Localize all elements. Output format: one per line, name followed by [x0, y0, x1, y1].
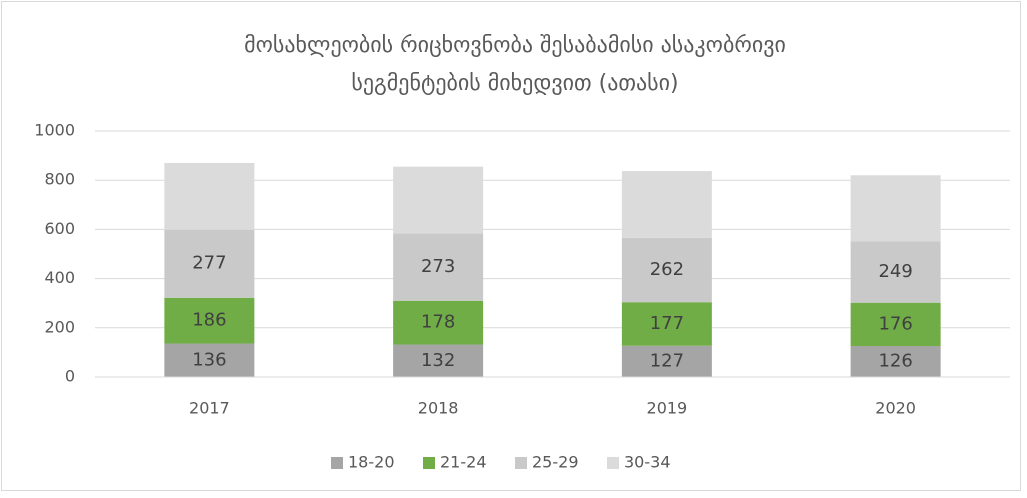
bar-segment	[621, 302, 712, 346]
bar-segment	[621, 345, 712, 377]
bar-segment	[393, 344, 484, 377]
data-label: 273	[421, 256, 455, 277]
legend-swatch	[331, 457, 343, 469]
bar-segment	[621, 171, 712, 238]
data-label: 277	[192, 253, 226, 274]
data-label: 186	[192, 310, 226, 331]
x-tick-label: 2020	[875, 399, 916, 418]
legend-label: 30-34	[624, 453, 671, 472]
bar-segment	[621, 237, 712, 303]
legend-label: 21-24	[440, 453, 487, 472]
legend-swatch	[515, 457, 527, 469]
bar-segment	[850, 302, 941, 347]
data-label: 136	[192, 349, 226, 370]
bar-segment	[850, 175, 941, 242]
y-tick-label: 400	[44, 268, 75, 287]
legend-swatch	[423, 457, 435, 469]
x-tick-label: 2019	[647, 399, 688, 418]
data-label: 177	[650, 313, 684, 334]
legend-label: 25-29	[532, 453, 579, 472]
bar-segment	[850, 346, 941, 377]
data-label: 249	[878, 261, 912, 282]
legend-swatch	[607, 457, 619, 469]
bar-segment	[164, 297, 255, 344]
x-tick-label: 2017	[189, 399, 230, 418]
bar-segment	[164, 343, 255, 377]
chart-title: მოსახლეობის რიცხოვნობა შესაბამისი ასაკობ…	[244, 33, 786, 58]
y-tick-label: 1000	[34, 121, 75, 140]
bar-segment	[393, 233, 484, 301]
bar-segment	[164, 162, 255, 230]
bar-segment	[393, 166, 484, 234]
bar-segment	[850, 241, 941, 303]
data-label: 178	[421, 312, 455, 333]
bar-segment	[164, 229, 255, 298]
chart-title: სეგმენტების მიხედვით (ათასი)	[351, 71, 678, 96]
data-label: 176	[878, 313, 912, 334]
data-label: 132	[421, 350, 455, 371]
x-tick-label: 2018	[418, 399, 459, 418]
data-label: 126	[878, 351, 912, 372]
y-tick-label: 600	[44, 219, 75, 238]
data-label: 127	[650, 350, 684, 371]
y-tick-label: 800	[44, 170, 75, 189]
bar-segment	[393, 300, 484, 345]
y-tick-label: 200	[44, 317, 75, 336]
y-tick-label: 0	[65, 367, 75, 386]
data-label: 262	[650, 259, 684, 280]
legend-label: 18-20	[348, 453, 395, 472]
